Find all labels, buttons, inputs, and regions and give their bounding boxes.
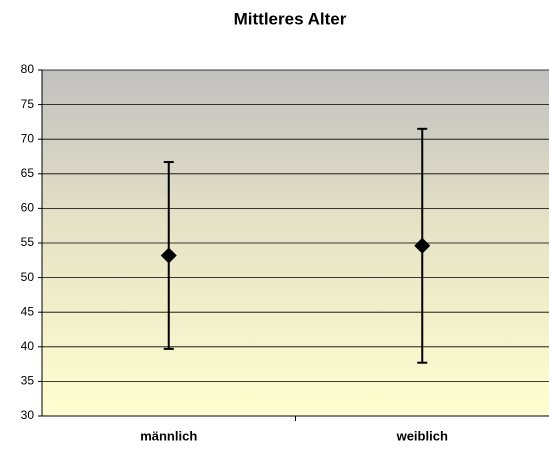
x-tick-label: männlich <box>140 428 197 443</box>
y-tick-label: 70 <box>21 131 35 145</box>
y-tick-label: 30 <box>21 408 35 422</box>
chart-title: Mittleres Alter <box>234 9 347 28</box>
y-tick-label: 55 <box>21 235 35 249</box>
y-tick-label: 45 <box>21 304 35 318</box>
x-tick-label: weiblich <box>396 428 448 443</box>
y-tick-label: 65 <box>21 166 35 180</box>
y-tick-label: 35 <box>21 374 35 388</box>
y-tick-label: 50 <box>21 270 35 284</box>
y-tick-label: 75 <box>21 97 35 111</box>
y-tick-label: 40 <box>21 339 35 353</box>
y-tick-label: 60 <box>21 201 35 215</box>
y-tick-label: 80 <box>21 62 35 76</box>
mean-marker <box>160 247 177 264</box>
mean-marker <box>414 237 431 254</box>
